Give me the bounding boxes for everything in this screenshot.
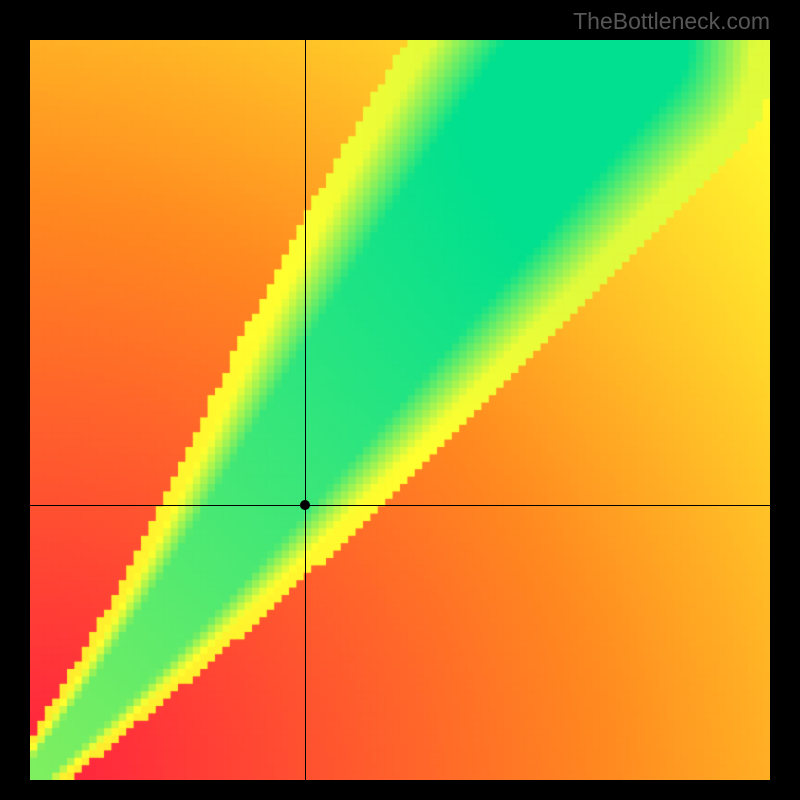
heatmap-canvas [30,40,770,780]
watermark-text: TheBottleneck.com [573,8,770,35]
crosshair-horizontal [30,505,770,506]
marker-dot [300,500,310,510]
plot-area [30,40,770,780]
crosshair-vertical [305,40,306,780]
chart-container: TheBottleneck.com [0,0,800,800]
